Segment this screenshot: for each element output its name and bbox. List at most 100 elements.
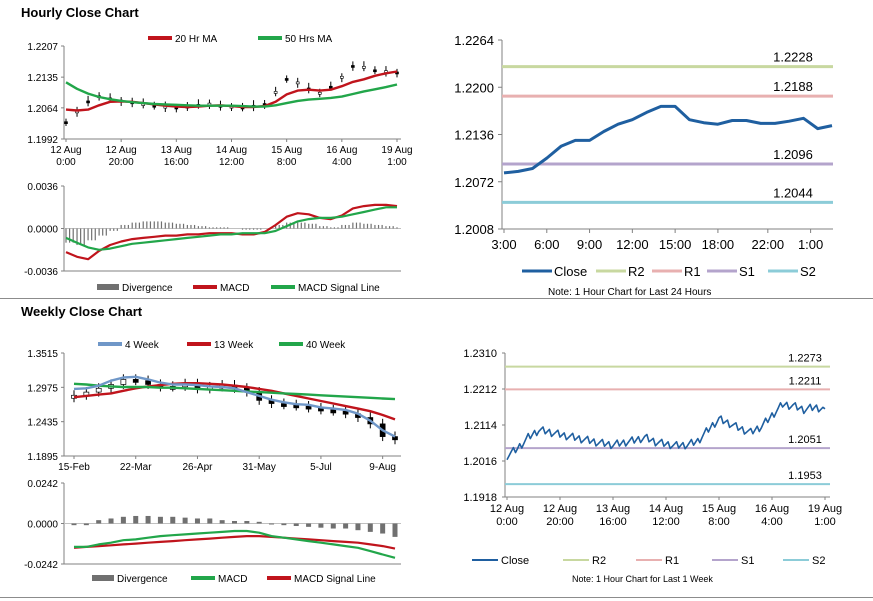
weekly-macd-divergence-bar bbox=[330, 523, 336, 529]
weekly-section-title: Weekly Close Chart bbox=[21, 304, 143, 319]
hourly-price-x-tick-label-line: 1:00 bbox=[387, 157, 407, 168]
hourly-pivots-level-label-r2: 1.2228 bbox=[773, 50, 813, 65]
weekly-price-y-tick-label: 1.2975 bbox=[27, 383, 58, 394]
weekly-macd-divergence-bar bbox=[157, 516, 163, 524]
hourly-price-y-tick-label: 1.2207 bbox=[27, 42, 58, 53]
weekly-macd-divergence-bar bbox=[170, 516, 176, 524]
weekly-price-legend-4wk-label: 4 Week bbox=[125, 340, 160, 351]
weekly-pivots-level-label-r2: 1.2273 bbox=[788, 353, 822, 365]
weekly-pivots-legend-s2-label: S2 bbox=[812, 555, 825, 567]
hourly-macd-y-tick-label: 0.0000 bbox=[27, 225, 58, 236]
weekly-macd-y-tick-label: 0.0242 bbox=[27, 479, 58, 490]
weekly-pivots-x-tick-label-line: 8:00 bbox=[708, 516, 729, 528]
hourly-price-x-tick-label-line: 4:00 bbox=[332, 157, 352, 168]
weekly-price-candle bbox=[132, 379, 139, 383]
weekly-pivots-x-tick-label-line: 19 Aug bbox=[808, 503, 842, 515]
hourly-macd-legend-divergence-label: Divergence bbox=[122, 283, 173, 294]
weekly-pivots-y-tick-label: 1.2114 bbox=[464, 420, 497, 432]
weekly-pivots-x-tick-label: 15 Aug 8:00 bbox=[702, 503, 736, 528]
hourly-pivots-close-line bbox=[503, 104, 833, 175]
hourly-pivots-level-label-s2: 1.2044 bbox=[773, 185, 813, 200]
hourly-pivots-legend-s1-label: S1 bbox=[739, 264, 755, 279]
weekly-pivots-y-tick-label: 1.2212 bbox=[463, 384, 497, 396]
hourly-macd-legend-divergence-swatch bbox=[97, 284, 119, 290]
weekly-pivots-y-tick-label: 1.2016 bbox=[463, 456, 497, 468]
weekly-pivots-legend-close-label: Close bbox=[501, 555, 529, 567]
weekly-macd-divergence-bar bbox=[392, 523, 398, 537]
hourly-price-candle bbox=[373, 69, 377, 73]
hourly-price-candle bbox=[284, 78, 289, 81]
hourly-price-x-tick-label: 14 Aug 12:00 bbox=[216, 145, 247, 168]
hourly-price-y-tick-label: 1.1992 bbox=[27, 135, 58, 146]
weekly-pivots-x-tick-label: 14 Aug 12:00 bbox=[649, 503, 683, 528]
weekly-pivots-x-tick-label-line: 13 Aug bbox=[596, 503, 630, 515]
hourly-price-y-tick-label: 1.2135 bbox=[27, 73, 58, 84]
weekly-pivots-x-tick-label-line: 12 Aug bbox=[490, 503, 524, 515]
weekly-macd-divergence-bar bbox=[306, 523, 312, 527]
weekly-pivots-close-line bbox=[506, 401, 826, 461]
weekly-pivots-legend-s1-label: S1 bbox=[741, 555, 754, 567]
hourly-macd-y-tick-label: 0.0036 bbox=[27, 182, 58, 193]
hourly-price-x-tick-label-line: 14 Aug bbox=[216, 145, 247, 156]
hourly-price-x-tick-label-line: 19 Aug bbox=[381, 145, 412, 156]
weekly-price-candle bbox=[392, 436, 398, 441]
weekly-pivots-level-label-r1: 1.2211 bbox=[789, 375, 822, 387]
section-divider bbox=[0, 298, 873, 299]
weekly-macd-divergence-bar bbox=[293, 523, 299, 527]
weekly-macd-divergence-bar bbox=[219, 520, 225, 524]
hourly-pivots-x-tick-label: 1:00 bbox=[798, 237, 823, 252]
hourly-price-x-tick-label: 12 Aug 20:00 bbox=[106, 145, 137, 168]
weekly-price-40wk-line bbox=[73, 382, 396, 401]
weekly-price-x-tick-label: 15-Feb bbox=[58, 462, 90, 473]
weekly-macd-divergence-bar bbox=[367, 523, 373, 532]
weekly-pivots-legend-r1-label: R1 bbox=[665, 555, 679, 567]
weekly-price-y-tick-label: 1.1895 bbox=[27, 452, 58, 463]
hourly-price-x-tick-label: 15 Aug 8:00 bbox=[271, 145, 302, 168]
hourly-pivots-x-tick-label: 3:00 bbox=[491, 237, 516, 252]
weekly-macd-y-tick-label: 0.0000 bbox=[27, 520, 58, 531]
hourly-price-y-tick-label: 1.2064 bbox=[27, 104, 58, 115]
hourly-price-candle bbox=[273, 91, 278, 94]
weekly-macd-divergence-bar bbox=[318, 523, 324, 528]
hourly-price-50hr-ma-line bbox=[65, 81, 398, 108]
hourly-price-legend-50hr-label: 50 Hrs MA bbox=[285, 34, 333, 45]
weekly-pivots-legend-r2-label: R2 bbox=[592, 555, 606, 567]
weekly-macd-divergence-bar bbox=[120, 516, 126, 524]
weekly-pivots-x-tick-label: 16 Aug 4:00 bbox=[755, 503, 789, 528]
hourly-pivot-note: Note: 1 Hour Chart for Last 24 Hours bbox=[548, 287, 712, 298]
hourly-macd-signal-line bbox=[65, 206, 397, 251]
hourly-macd-legend-signal-label: MACD Signal Line bbox=[298, 283, 380, 294]
weekly-pivots-x-tick-label-line: 0:00 bbox=[496, 516, 517, 528]
weekly-price-x-tick-label: 9-Aug bbox=[369, 462, 396, 473]
weekly-macd-legend-macd-label: MACD bbox=[218, 574, 247, 585]
weekly-pivots-x-tick-label-line: 20:00 bbox=[546, 516, 574, 528]
weekly-price-y-tick-label: 1.3515 bbox=[27, 349, 58, 360]
weekly-macd-divergence-bar bbox=[194, 518, 200, 524]
hourly-price-candle bbox=[295, 81, 300, 85]
weekly-price-candle bbox=[145, 380, 151, 385]
weekly-macd-signal-line bbox=[73, 534, 396, 550]
hourly-price-x-tick-label-line: 12 Aug bbox=[106, 145, 137, 156]
hourly-pivots-legend-s2-label: S2 bbox=[800, 264, 816, 279]
weekly-pivots-level-label-s1: 1.2051 bbox=[788, 434, 822, 446]
hourly-price-candle bbox=[351, 65, 355, 68]
hourly-pivots-x-tick-label: 12:00 bbox=[616, 237, 649, 252]
weekly-pivots-x-tick-label-line: 12 Aug bbox=[543, 503, 577, 515]
weekly-price-4wk-line bbox=[73, 375, 396, 438]
hourly-price-x-tick-label-line: 16:00 bbox=[164, 157, 189, 168]
hourly-macd-legend-macd-label: MACD bbox=[220, 283, 249, 294]
weekly-macd-divergence-bar bbox=[207, 518, 213, 524]
weekly-macd-y-tick-label: -0.0242 bbox=[24, 560, 58, 571]
weekly-macd-divergence-bar bbox=[269, 523, 275, 525]
weekly-macd-divergence-bar bbox=[281, 523, 287, 526]
weekly-pivots-x-tick-label: 12 Aug 0:00 bbox=[490, 503, 524, 528]
hourly-macd-y-tick-label: -0.0036 bbox=[24, 267, 58, 278]
weekly-macd-divergence-bar bbox=[232, 520, 237, 524]
hourly-pivots-level-label-s1: 1.2096 bbox=[773, 147, 813, 162]
weekly-macd-legend-divergence-swatch bbox=[92, 575, 114, 581]
weekly-price-candle bbox=[330, 409, 337, 414]
weekly-price-x-tick-label: 26-Apr bbox=[182, 462, 213, 473]
hourly-price-x-tick-label-line: 12:00 bbox=[219, 157, 244, 168]
weekly-price-y-tick-label: 1.2435 bbox=[27, 418, 58, 429]
hourly-pivots-y-tick-label: 1.2136 bbox=[454, 128, 494, 143]
